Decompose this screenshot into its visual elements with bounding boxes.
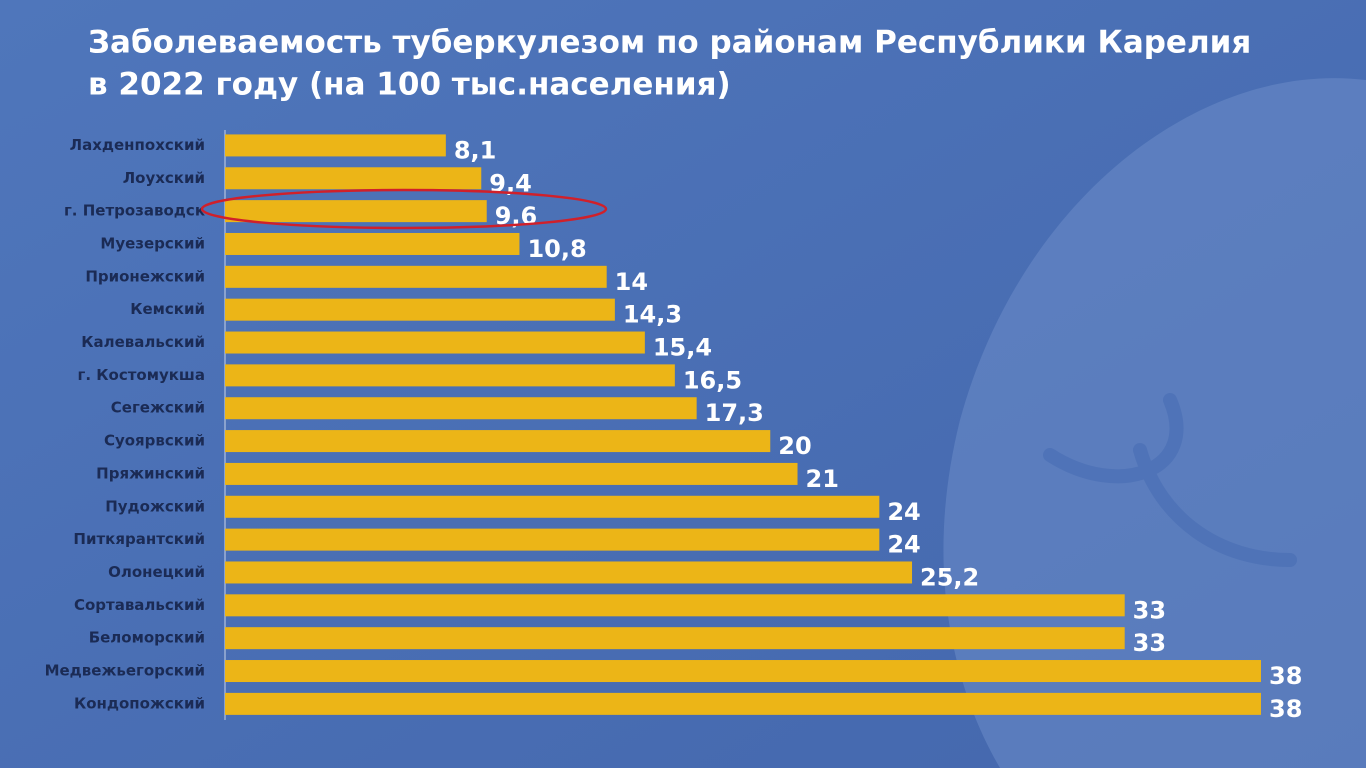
value-label: 38 <box>1269 662 1302 690</box>
bar <box>225 364 675 387</box>
chart-title: в 2022 году (на 100 тыс.населения) <box>88 67 731 103</box>
category-label: Лоухский <box>123 169 205 187</box>
bar <box>225 561 913 584</box>
value-label: 33 <box>1133 629 1166 657</box>
category-label: Беломорский <box>89 629 205 647</box>
bar <box>225 167 482 190</box>
category-label: Сортавальский <box>74 596 205 614</box>
category-label: Медвежьегорский <box>45 662 205 680</box>
category-label: Пряжинский <box>96 464 205 482</box>
value-label: 8,1 <box>454 136 497 164</box>
category-label: Лахденпохский <box>70 136 205 154</box>
bar <box>225 528 880 551</box>
value-label: 21 <box>806 465 839 493</box>
value-label: 24 <box>887 531 920 559</box>
value-label: 16,5 <box>683 366 742 394</box>
category-label: г. Костомукша <box>78 366 206 384</box>
bar <box>225 495 880 518</box>
category-label: Пудожский <box>105 497 205 515</box>
value-label: 14,3 <box>623 301 682 329</box>
value-label: 10,8 <box>527 235 586 263</box>
value-label: 25,2 <box>920 563 979 591</box>
category-label: Калевальский <box>81 333 205 351</box>
category-label: Кондопожский <box>74 694 205 712</box>
bar <box>225 430 771 453</box>
bar <box>225 594 1125 617</box>
chart-title: Заболеваемость туберкулезом по районам Р… <box>88 25 1251 61</box>
value-label: 15,4 <box>653 334 712 362</box>
bar <box>225 692 1261 715</box>
bar <box>225 298 615 321</box>
value-label: 24 <box>887 498 920 526</box>
bar <box>225 660 1261 683</box>
category-label: Прионежский <box>85 267 205 285</box>
bar <box>225 397 697 420</box>
bar <box>225 134 446 157</box>
value-label: 17,3 <box>705 399 764 427</box>
bar <box>225 265 607 288</box>
bar <box>225 232 520 255</box>
category-label: Суоярвский <box>104 432 205 450</box>
category-label: Кемский <box>130 300 205 318</box>
bar <box>225 331 645 354</box>
highlight-ellipse <box>200 188 608 230</box>
value-label: 38 <box>1269 695 1302 723</box>
bar <box>225 200 487 223</box>
category-label: Сегежский <box>111 399 205 417</box>
value-label: 20 <box>778 432 811 460</box>
value-label: 33 <box>1133 596 1166 624</box>
value-label: 14 <box>615 268 648 296</box>
decoration-stroke <box>1043 393 1297 567</box>
category-label: Питкярантский <box>73 530 205 548</box>
category-label: г. Петрозаводск <box>64 202 205 220</box>
category-label: Муезерский <box>100 234 205 252</box>
bar <box>225 627 1125 650</box>
category-label: Олонецкий <box>108 563 205 581</box>
bar <box>225 462 798 485</box>
